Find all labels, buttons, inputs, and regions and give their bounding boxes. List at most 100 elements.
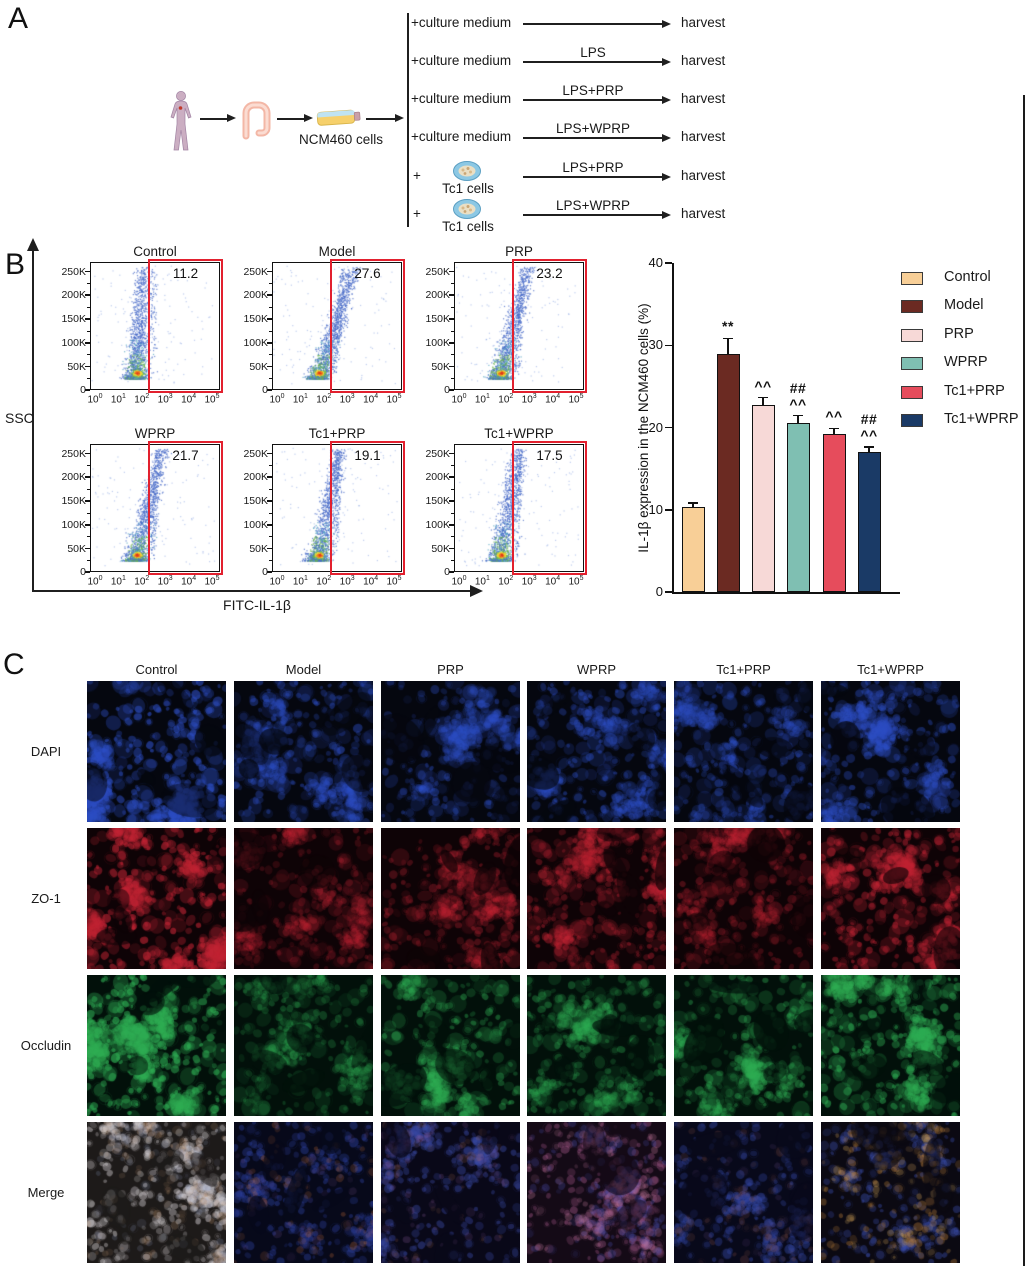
tile-canvas-Occludin-WPRP (527, 975, 666, 1116)
flow-gate-percent: 23.2 (536, 266, 563, 281)
column-header-PRP: PRP (437, 662, 464, 677)
flow-scatter-canvas-Tc1+PRP (273, 445, 399, 569)
flow-y-minortick (87, 536, 90, 538)
flow-y-tick (267, 476, 272, 478)
tile-canvas-ZO-1-PRP (381, 828, 520, 969)
flow-y-tick (85, 571, 90, 573)
flow-y-minortick (451, 559, 454, 561)
flow-y-tick-label: 200K (61, 471, 86, 483)
flow-gate-percent: 21.7 (172, 448, 199, 463)
flow-y-minortick (451, 330, 454, 332)
flow-y-tick (267, 365, 272, 368)
flow-x-tick-label: 102 (134, 393, 150, 406)
tc1-cells-label: Tc1 cells (442, 181, 494, 196)
legend-label-PRP: PRP (944, 326, 974, 342)
treatment-label: LPS+PRP (562, 160, 624, 175)
flow-y-tick (449, 476, 454, 478)
flow-y-tick (449, 524, 454, 526)
flow-y-tick-label: 150K (243, 313, 268, 325)
significance-marker: ^^ (825, 408, 843, 425)
treatment-source-label: +culture medium (411, 15, 512, 30)
flow-y-tick-label: 0 (262, 384, 268, 396)
ssc-axis-arrowhead (26, 238, 39, 251)
treatment-source-label: +culture medium (411, 129, 512, 144)
bar-y-tick (665, 262, 672, 264)
flow-y-tick-label: 100K (243, 337, 268, 349)
flow-x-tick-label: 101 (110, 393, 126, 406)
plus-sign: + (413, 206, 421, 221)
micrograph-Merge-Model (234, 1122, 373, 1263)
flow-y-tick (449, 500, 454, 502)
flow-y-minortick (451, 306, 454, 308)
flow-plot-title: Tc1+PRP (308, 426, 366, 441)
flow-x-tick-label: 104 (363, 575, 379, 588)
error-bar-cap (864, 446, 874, 448)
flow-gate-percent: 27.6 (354, 266, 381, 281)
flow-y-tick-label: 50K (67, 542, 86, 555)
flow-y-tick-label: 50K (431, 542, 450, 555)
flow-y-tick-label: 0 (80, 566, 86, 578)
error-bar-cap (758, 396, 768, 399)
treatment-arrow (523, 173, 671, 180)
harvest-label: harvest (681, 15, 726, 30)
flow-gate (512, 259, 587, 393)
flow-x-tick-label: 101 (474, 393, 490, 406)
page-edge-line (1023, 95, 1025, 1266)
panel-c-label: C (3, 648, 25, 681)
flow-y-tick (85, 452, 90, 455)
flow-x-tick-label: 101 (474, 575, 490, 588)
micrograph-DAPI-WPRP (527, 681, 666, 822)
flow-y-tick (267, 500, 272, 502)
micrograph-Occludin-PRP (381, 975, 520, 1116)
bar-y-tick-label: 30 (648, 337, 663, 353)
treatment-arrow (523, 20, 671, 27)
flow-plot-frame (90, 444, 220, 572)
flow-scatter-canvas-Model (273, 263, 399, 387)
harvest-label: harvest (681, 168, 726, 183)
flow-x-tick-label: 103 (521, 575, 537, 588)
flow-y-tick-label: 0 (444, 566, 450, 578)
row-label-ZO-1: ZO-1 (31, 891, 61, 906)
bar-PRP (751, 405, 775, 592)
flow-y-tick (267, 318, 272, 320)
bar-Control (681, 507, 705, 592)
legend-label-Control: Control (944, 269, 991, 285)
flow-y-minortick (269, 282, 272, 284)
flow-y-tick (85, 342, 90, 344)
micrograph-Merge-Tc1+PRP (674, 1122, 813, 1263)
column-header-Control: Control (135, 662, 178, 677)
micrograph-DAPI-Control (87, 681, 226, 822)
flow-x-tick-label: 101 (292, 393, 308, 406)
flow-gate (512, 441, 587, 575)
flow-y-minortick (87, 488, 90, 490)
flow-y-tick (449, 270, 454, 273)
flow-y-tick (85, 476, 90, 478)
treatment-arrow (523, 58, 671, 65)
flow-x-tick-label: 104 (363, 393, 379, 406)
significance-marker: ** (722, 318, 734, 335)
flow-y-tick-label: 200K (425, 471, 450, 483)
significance-marker: ^^ (789, 395, 807, 412)
flow-y-tick-label: 200K (425, 289, 450, 301)
tile-canvas-Merge-Tc1+PRP (674, 1122, 813, 1263)
human-body-icon (170, 91, 192, 151)
flow-y-tick (449, 342, 454, 344)
bar-chart-y-axis-label: IL-1β expression in the NCM460 cells (%) (636, 303, 651, 553)
flow-x-tick-label: 100 (451, 393, 467, 406)
flow-y-tick-label: 150K (61, 313, 86, 325)
bar-x-axis-line (672, 592, 900, 594)
bar-y-tick (665, 591, 672, 593)
treatment-label: LPS (580, 45, 606, 60)
bar-y-tick-label: 20 (648, 419, 663, 435)
flow-x-tick-label: 104 (545, 575, 561, 588)
flow-y-tick (267, 270, 272, 273)
flow-x-tick-label: 102 (134, 575, 150, 588)
arrow (277, 115, 313, 122)
flow-y-tick (85, 365, 90, 368)
significance-marker: ## (860, 411, 878, 428)
tile-canvas-DAPI-Tc1+WPRP (821, 681, 960, 822)
flow-scatter-canvas-PRP (455, 263, 581, 387)
flow-y-minortick (269, 512, 272, 514)
error-bar (797, 415, 799, 423)
